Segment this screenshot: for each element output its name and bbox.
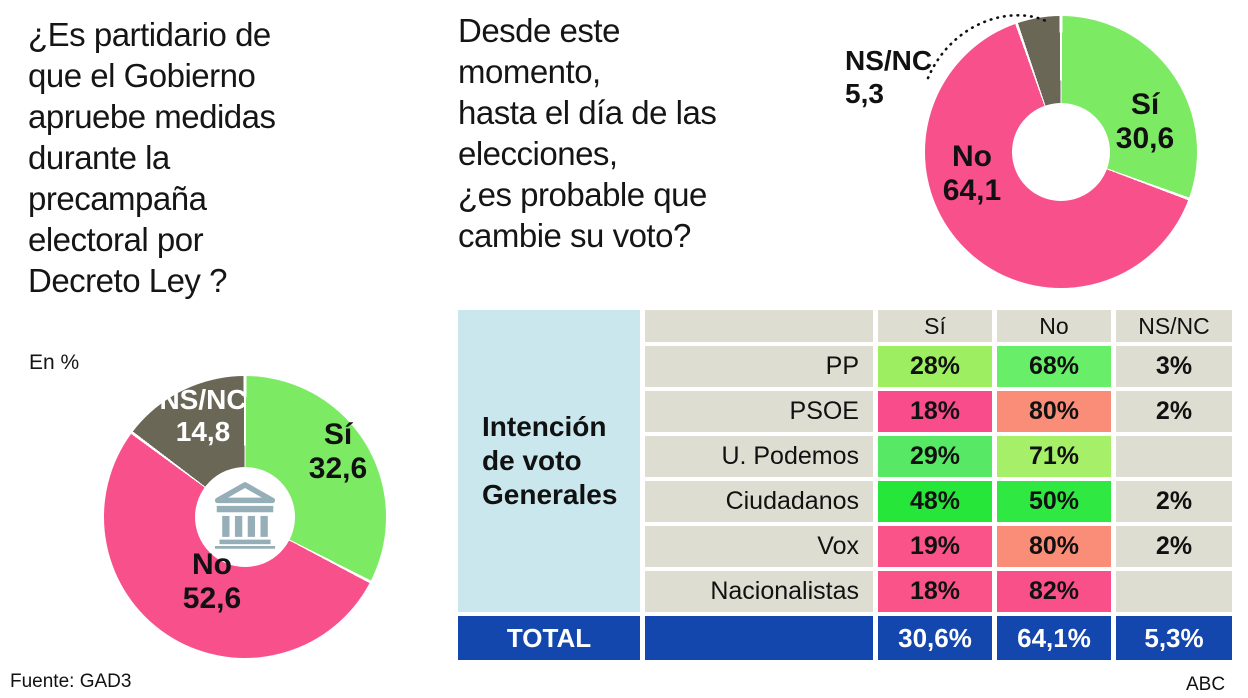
- donut-hole: [1012, 103, 1110, 201]
- table-cell-nsnc: [1116, 436, 1232, 477]
- table-cell-si: 18%: [878, 391, 992, 432]
- slice-label-no-right: No 64,1: [942, 140, 1002, 207]
- slice-label-no-left: No 52,6: [182, 548, 242, 615]
- donut-chart-cambio-voto: [925, 16, 1197, 288]
- table-col-no: No: [997, 310, 1111, 342]
- table-col-si: Sí: [878, 310, 992, 342]
- vote-intention-table: Intención de voto Generales Sí No NS/NC …: [458, 310, 1232, 660]
- table-cell-nsnc: 2%: [1116, 391, 1232, 432]
- publisher-credit: ABC: [1186, 674, 1226, 695]
- callout-label-nsnc-right: NS/NC 5,3: [845, 45, 933, 109]
- table-total-no: 64,1%: [997, 616, 1111, 660]
- table-row-header: Intención de voto Generales: [458, 310, 640, 612]
- table-cell-si: 29%: [878, 436, 992, 477]
- table-total-label: TOTAL: [458, 616, 640, 660]
- table-row-party: U. Podemos: [645, 436, 873, 477]
- table-cell-si: 48%: [878, 481, 992, 522]
- bank-building-icon: [214, 481, 276, 554]
- table-cell-si: 19%: [878, 526, 992, 567]
- table-cell-no: 50%: [997, 481, 1111, 522]
- table-cell-no: 82%: [997, 571, 1111, 612]
- table-cell-nsnc: 2%: [1116, 481, 1232, 522]
- table-col-nsnc: NS/NC: [1116, 310, 1232, 342]
- question-right: Desde este momento, hasta el día de las …: [458, 12, 717, 254]
- table-cell-no: 71%: [997, 436, 1111, 477]
- table-cell-si: 18%: [878, 571, 992, 612]
- donut-hole: [195, 467, 295, 567]
- source-credit: Fuente: GAD3: [10, 671, 132, 692]
- table-cell-si: 28%: [878, 346, 992, 387]
- slice-label-nsnc-left: NS/NC 14,8: [159, 384, 247, 447]
- table-total-si: 30,6%: [878, 616, 992, 660]
- table-total-spacer: [645, 616, 873, 660]
- unit-note: En %: [29, 351, 80, 374]
- table-cell-nsnc: [1116, 571, 1232, 612]
- table-cell-nsnc: 2%: [1116, 526, 1232, 567]
- table-row-party: Vox: [645, 526, 873, 567]
- table-cell-no: 80%: [997, 391, 1111, 432]
- table-total-nsnc: 5,3%: [1116, 616, 1232, 660]
- question-left: ¿Es partidario de que el Gobierno aprueb…: [28, 16, 276, 299]
- slice-label-si-right: Sí 30,6: [1115, 88, 1175, 155]
- table-cell-no: 80%: [997, 526, 1111, 567]
- table-cell-no: 68%: [997, 346, 1111, 387]
- table-row-party: PP: [645, 346, 873, 387]
- table-corner-cell: [645, 310, 873, 342]
- table-row-party: PSOE: [645, 391, 873, 432]
- slice-label-si-left: Sí 32,6: [308, 418, 368, 485]
- donut-chart-decreto: [104, 376, 386, 658]
- table-cell-nsnc: 3%: [1116, 346, 1232, 387]
- table-row-party: Ciudadanos: [645, 481, 873, 522]
- table-row-party: Nacionalistas: [645, 571, 873, 612]
